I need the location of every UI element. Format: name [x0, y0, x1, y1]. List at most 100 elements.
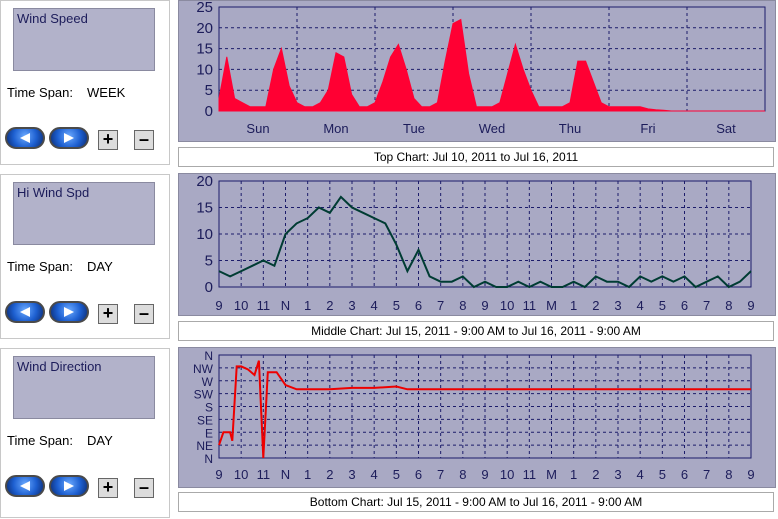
x-tick-label: M [546, 298, 557, 313]
zoom-out-button[interactable]: – [134, 478, 154, 498]
x-tick-label: 4 [371, 467, 378, 482]
x-tick-label: 10 [500, 467, 514, 482]
y-tick-label: 15 [196, 200, 213, 217]
x-tick-label: 11 [523, 298, 537, 313]
x-tick-label: 9 [481, 467, 488, 482]
x-tick-label: 2 [326, 467, 333, 482]
middle-chart: 0 5 10 15 20 9 10 11 N 1 2 3 4 5 6 7 8 9 10 11 M 1 2 3 4 5 6 7 8 9 [178, 173, 776, 316]
x-tick-label: M [546, 467, 557, 482]
x-tick-label: 8 [459, 467, 466, 482]
x-tick-label: 7 [703, 467, 710, 482]
x-tick-label: Fri [640, 121, 655, 136]
x-tick-label: 4 [637, 467, 644, 482]
x-tick-label: 6 [681, 298, 688, 313]
y-tick-label: N [204, 349, 213, 363]
x-tick-label: 1 [304, 298, 311, 313]
x-tick-label: Mon [323, 121, 348, 136]
x-tick-label: 11 [257, 298, 271, 313]
prev-arrow-icon [20, 481, 30, 491]
zoom-in-button[interactable]: + [98, 304, 118, 324]
x-tick-label: 6 [415, 298, 422, 313]
time-span-label: Time Span: [7, 433, 73, 448]
bottom-chart-caption: Bottom Chart: Jul 15, 2011 - 9:00 AM to … [178, 492, 774, 512]
next-arrow-icon [64, 481, 74, 491]
prev-button[interactable] [5, 127, 45, 149]
x-tick-label: 4 [637, 298, 644, 313]
control-panel-top: Wind Speed Time Span: WEEK + – [0, 0, 170, 165]
y-tick-label: 15 [196, 41, 213, 58]
plot-area [218, 6, 766, 112]
y-tick-label: W [202, 375, 214, 389]
x-tick-label: Sat [716, 121, 736, 136]
x-tick-label: 7 [437, 467, 444, 482]
x-tick-label: 9 [747, 467, 754, 482]
next-button[interactable] [49, 475, 89, 497]
series-line [218, 195, 752, 289]
middle-chart-caption: Middle Chart: Jul 15, 2011 - 9:00 AM to … [178, 321, 774, 341]
x-tick-label: 11 [523, 467, 537, 482]
x-tick-label: Sun [246, 121, 269, 136]
zoom-in-button[interactable]: + [98, 130, 118, 150]
series-area [218, 18, 765, 112]
x-tick-label: 2 [592, 467, 599, 482]
x-tick-label: Wed [479, 121, 506, 136]
x-tick-label: 1 [570, 298, 577, 313]
metric-selector-bottom[interactable]: Wind Direction [13, 356, 155, 419]
x-tick-label: 8 [459, 298, 466, 313]
x-tick-label: 3 [614, 298, 621, 313]
next-button[interactable] [49, 301, 89, 323]
prev-button[interactable] [5, 301, 45, 323]
control-panel-bottom: Wind Direction Time Span: DAY + – [0, 348, 170, 518]
x-tick-label: 9 [747, 298, 754, 313]
control-panel-middle: Hi Wind Spd Time Span: DAY + – [0, 174, 170, 339]
time-span-label: Time Span: [7, 259, 73, 274]
y-tick-label: 10 [196, 61, 213, 78]
y-tick-label: 20 [196, 174, 213, 190]
series-line [218, 360, 751, 459]
metric-selector-middle[interactable]: Hi Wind Spd [13, 182, 155, 245]
x-tick-label: 10 [500, 298, 514, 313]
x-tick-label: N [281, 467, 290, 482]
x-tick-label: 6 [415, 467, 422, 482]
metric-selector-top[interactable]: Wind Speed [13, 8, 155, 71]
x-tick-label: 8 [725, 467, 732, 482]
x-tick-label: 5 [393, 467, 400, 482]
y-tick-label: NE [196, 439, 213, 453]
x-tick-label: 8 [725, 298, 732, 313]
top-chart-svg: 0 5 10 15 20 25 Sun Mon Tue Wed Thu Fri Sat [196, 0, 766, 136]
top-chart-caption: Top Chart: Jul 10, 2011 to Jul 16, 2011 [178, 147, 774, 167]
x-tick-label: 4 [371, 298, 378, 313]
x-tick-label: 5 [659, 467, 666, 482]
x-tick-label: Thu [559, 121, 581, 136]
x-tick-label: 7 [437, 298, 444, 313]
top-chart: 0 5 10 15 20 25 Sun Mon Tue Wed Thu Fri Sat [178, 0, 776, 142]
x-tick-label: 1 [570, 467, 577, 482]
x-tick-label: 9 [215, 298, 222, 313]
x-tick-label: 1 [304, 467, 311, 482]
next-button[interactable] [49, 127, 89, 149]
x-tick-label: 9 [215, 467, 222, 482]
zoom-out-button[interactable]: – [134, 130, 154, 150]
y-tick-label: 20 [196, 20, 213, 37]
y-tick-label: SW [194, 388, 214, 402]
x-tick-label: Tue [403, 121, 425, 136]
y-tick-label: 0 [205, 103, 213, 120]
x-tick-label: 9 [481, 298, 488, 313]
x-tick-label: 7 [703, 298, 710, 313]
time-span-label: Time Span: [7, 85, 73, 100]
y-tick-label: 10 [196, 226, 213, 243]
x-tick-label: 3 [348, 298, 355, 313]
y-tick-label: 5 [205, 253, 213, 270]
prev-button[interactable] [5, 475, 45, 497]
x-tick-label: 10 [234, 467, 248, 482]
zoom-in-button[interactable]: + [98, 478, 118, 498]
bottom-chart: N NE E SE S SW W NW N 9 10 11 N 1 2 3 4 5 6 7 8 9 10 11 M 1 2 3 4 5 6 7… [178, 347, 776, 488]
y-tick-label: 0 [205, 279, 213, 296]
x-tick-label: 2 [592, 298, 599, 313]
x-tick-label: 2 [326, 298, 333, 313]
zoom-out-button[interactable]: – [134, 304, 154, 324]
x-tick-label: 11 [257, 467, 271, 482]
y-tick-label: S [205, 401, 213, 415]
x-tick-label: 10 [234, 298, 248, 313]
